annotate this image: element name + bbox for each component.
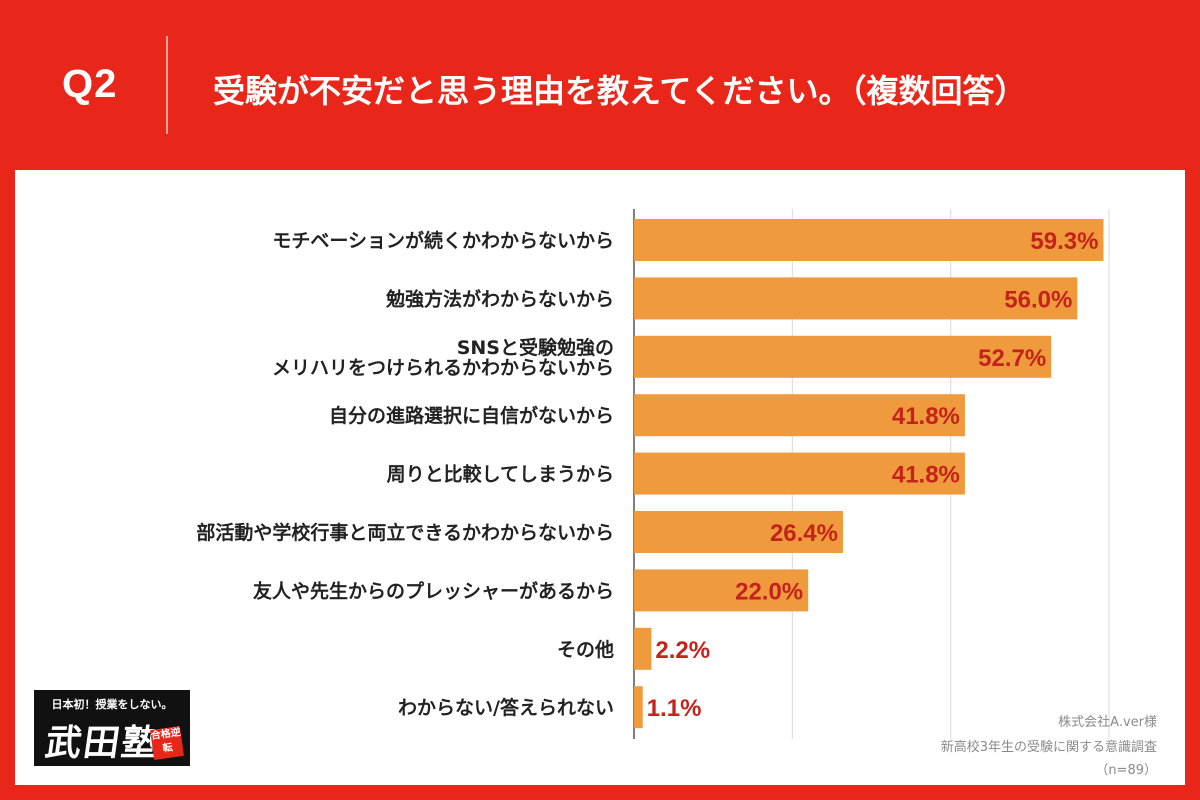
header-divider — [166, 36, 168, 134]
category-label-1: 勉強方法がわからないから — [385, 287, 614, 310]
category-label-6: 友人や先生からのプレッシャーがあるから — [253, 579, 614, 602]
category-label-3: 自分の進路選択に自信がないから — [329, 404, 614, 427]
credit-sample: （n=89） — [1095, 763, 1157, 778]
question-number: Q2 — [62, 62, 118, 106]
value-label-0: 59.3% — [1030, 228, 1098, 255]
category-label-5: 部活動や学校行事と両立できるかわからないから — [196, 521, 614, 544]
chart-panel: モチベーションが続くかわからないから 59.3% 勉強方法がわからないから 56.0%… — [15, 170, 1185, 785]
bar-5 — [634, 511, 843, 553]
value-label-6: 22.0% — [735, 578, 803, 605]
category-label-2-1: メリハリをつけられるかわからないから — [272, 357, 614, 379]
bar-4 — [634, 452, 965, 495]
bar-6 — [634, 569, 809, 612]
value-label-7: 2.2% — [655, 637, 710, 664]
category-label-0: モチベーションが続くかわからないから — [272, 229, 614, 252]
value-label-4: 41.8% — [892, 462, 960, 489]
credit-company: 株式会社A.ver様 — [1058, 715, 1157, 730]
bar-0 — [634, 219, 1104, 261]
category-label-8: わからない/答えられない — [398, 696, 614, 719]
value-label-8: 1.1% — [647, 695, 702, 722]
logo-tagline: 日本初！授業をしない。 — [51, 698, 173, 711]
value-label-2: 52.7% — [978, 345, 1046, 372]
value-label-1: 56.0% — [1004, 286, 1072, 313]
bar-chart: モチベーションが続くかわからないから 59.3% 勉強方法がわからないから 56.0%… — [196, 209, 1110, 739]
logo-badge: 合格逆転 — [150, 726, 184, 760]
takeda-juku-logo: 日本初！授業をしない。 武田塾 合格逆転 — [34, 690, 190, 766]
logo-name: 武田塾 — [42, 722, 163, 764]
bar-2 — [634, 335, 1052, 378]
value-label-5: 26.4% — [770, 520, 838, 547]
question-title: 受験が不安だと思う理由を教えてください。（複数回答） — [213, 72, 1027, 110]
category-label-4: 周りと比較してしまうから — [387, 463, 614, 486]
header: Q2 受験が不安だと思う理由を教えてください。（複数回答） — [0, 0, 1200, 170]
bar-3 — [634, 394, 965, 437]
value-label-3: 41.8% — [892, 403, 960, 430]
category-label-2-0: SNSと受験勉強の — [457, 336, 614, 359]
bar-7 — [634, 627, 652, 670]
bar-1 — [634, 277, 1078, 320]
bar-8 — [634, 686, 643, 729]
category-label-7: その他 — [557, 638, 614, 661]
credit-survey: 新高校3年生の受験に関する意識調査 — [940, 740, 1157, 755]
